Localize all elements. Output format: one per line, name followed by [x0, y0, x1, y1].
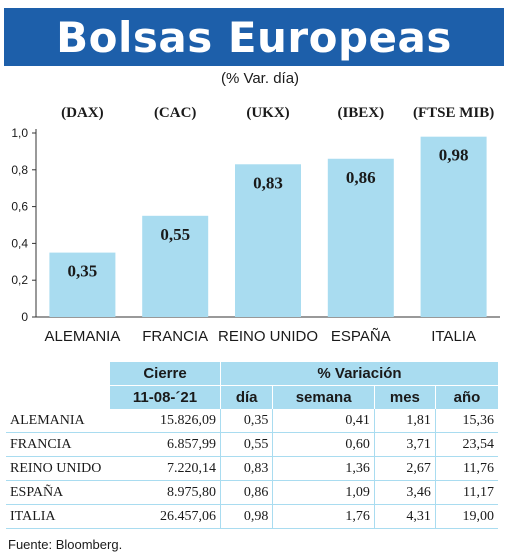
bar — [420, 136, 487, 317]
data-label: 0,55 — [160, 225, 190, 244]
row-semana: 1,09 — [272, 480, 375, 505]
row-mes: 1,81 — [373, 409, 436, 433]
x-tick-label: ALEMANIA — [44, 328, 120, 345]
table-row: FRANCIA 6.857,99 0,55 0,60 3,71 23,54 — [6, 432, 498, 457]
title-banner: Bolsas Europeas — [4, 8, 504, 66]
row-semana: 1,36 — [272, 456, 375, 481]
header-cierre: Cierre — [110, 362, 221, 386]
index-code-label: (FTSE MIB) — [413, 105, 494, 121]
header-semana: semana — [272, 385, 375, 409]
table-row: ALEMANIA 15.826,09 0,35 0,41 1,81 15,36 — [6, 409, 498, 433]
y-tick-label: 1,0 — [11, 126, 28, 140]
table-header-row-1: Cierre % Variación — [6, 362, 498, 386]
row-semana: 0,41 — [272, 409, 375, 433]
row-name: ESPAÑA — [6, 480, 110, 505]
row-ano: 11,76 — [434, 456, 498, 481]
index-code-label: (DAX) — [61, 105, 104, 121]
index-code-label: (UKX) — [246, 105, 289, 121]
table-row: ESPAÑA 8.975,80 0,86 1,09 3,46 11,17 — [6, 480, 498, 505]
row-ano: 19,00 — [434, 504, 498, 529]
bar — [49, 252, 116, 317]
row-dia: 0,55 — [219, 432, 273, 457]
row-name: REINO UNIDO — [6, 456, 110, 481]
row-ano: 15,36 — [434, 409, 498, 433]
table-row: ITALIA 26.457,06 0,98 1,76 4,31 19,00 — [6, 504, 498, 529]
chart-subtitle: (% Var. día) — [220, 70, 300, 87]
x-tick-label: FRANCIA — [142, 328, 208, 345]
data-table: Cierre % Variación 11-08-´21 día semana … — [6, 362, 498, 529]
data-label: 0,83 — [253, 173, 283, 192]
header-dia: día — [219, 385, 273, 409]
index-code-label: (IBEX) — [337, 105, 384, 121]
y-tick-label: 0,8 — [11, 163, 28, 177]
y-tick-label: 0 — [21, 310, 28, 324]
header-mes: mes — [373, 385, 436, 409]
row-name: ITALIA — [6, 504, 110, 529]
bar — [142, 215, 209, 317]
row-semana: 0,60 — [272, 432, 375, 457]
bar-chart: 0 0,2 0,4 0,6 0,8 1,0 0,35 (DAX) ALEMANIA 0,55 (CA… — [11, 105, 500, 345]
table-corner — [6, 362, 110, 386]
row-cierre: 15.826,09 — [110, 409, 221, 433]
row-mes: 3,46 — [373, 480, 436, 505]
header-date: 11-08-´21 — [110, 385, 221, 409]
data-label: 0,35 — [68, 262, 98, 281]
y-tick-label: 0,2 — [11, 273, 28, 287]
index-code-label: (CAC) — [154, 105, 197, 121]
table-row: REINO UNIDO 7.220,14 0,83 1,36 2,67 11,7… — [6, 456, 498, 481]
row-mes: 3,71 — [373, 432, 436, 457]
y-tick-label: 0,6 — [11, 200, 28, 214]
data-label: 0,86 — [346, 168, 376, 187]
row-mes: 4,31 — [373, 504, 436, 529]
row-dia: 0,98 — [219, 504, 273, 529]
data-label: 0,98 — [439, 146, 469, 165]
row-mes: 2,67 — [373, 456, 436, 481]
row-dia: 0,83 — [219, 456, 273, 481]
row-dia: 0,86 — [219, 480, 273, 505]
x-tick-label: ITALIA — [431, 328, 476, 345]
y-tick-label: 0,4 — [11, 236, 28, 250]
row-cierre: 7.220,14 — [110, 456, 221, 481]
row-cierre: 26.457,06 — [110, 504, 221, 529]
table-corner-2 — [6, 385, 110, 409]
page-title: Bolsas Europeas — [56, 12, 452, 62]
bar — [327, 158, 394, 317]
x-tick-label: REINO UNIDO — [218, 328, 318, 345]
row-name: ALEMANIA — [6, 409, 110, 433]
row-dia: 0,35 — [219, 409, 273, 433]
row-cierre: 6.857,99 — [110, 432, 221, 457]
x-tick-label: ESPAÑA — [331, 328, 391, 345]
row-name: FRANCIA — [6, 432, 110, 457]
source-note: Fuente: Bloomberg. — [8, 537, 123, 552]
row-semana: 1,76 — [272, 504, 375, 529]
row-cierre: 8.975,80 — [110, 480, 221, 505]
bar — [235, 164, 301, 317]
table-header-row-2: 11-08-´21 día semana mes año — [6, 385, 498, 409]
row-ano: 11,17 — [434, 480, 498, 505]
row-ano: 23,54 — [434, 432, 498, 457]
header-variacion: % Variación — [220, 362, 498, 386]
header-ano: año — [434, 385, 498, 409]
